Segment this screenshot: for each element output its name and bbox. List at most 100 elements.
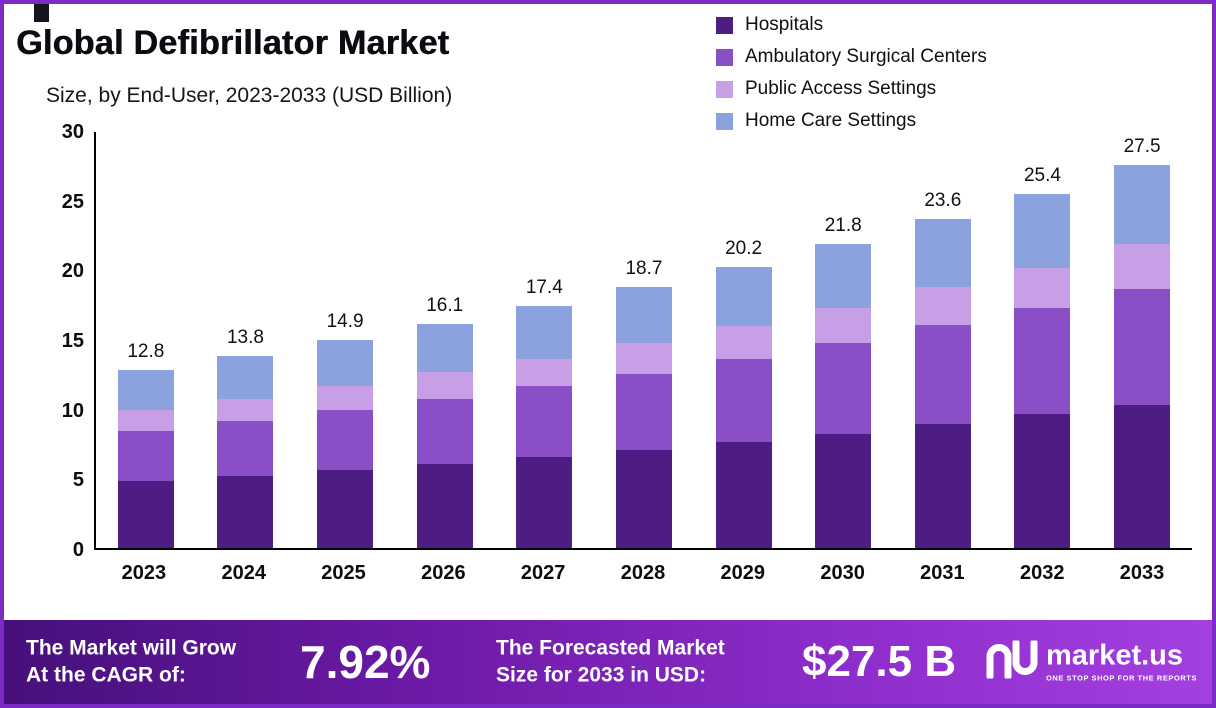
bar-segment-ambulatory-surgical-centers (815, 343, 872, 434)
x-axis-label: 2028 (620, 562, 666, 584)
bar-segment-public-access-settings (217, 398, 274, 422)
legend-item: Public Access Settings (716, 78, 987, 100)
bar-segment-home-care-settings (615, 287, 672, 344)
footer-banner: The Market will Grow At the CAGR of: 7.9… (4, 620, 1212, 704)
page-title: Global Defibrillator Market (16, 24, 450, 62)
bar-segment-ambulatory-surgical-centers (1114, 288, 1171, 405)
legend-swatch-icon (716, 16, 733, 34)
legend-item: Ambulatory Surgical Centers (716, 46, 987, 68)
legend-item: Hospitals (716, 14, 987, 36)
legend-label: Ambulatory Surgical Centers (745, 46, 987, 67)
bar-2027: 17.4 (516, 277, 573, 548)
bar-2028: 18.7 (615, 258, 672, 548)
x-axis-label: 2032 (1019, 562, 1065, 584)
x-axis-label: 2025 (321, 562, 366, 584)
bar-segment-ambulatory-surgical-centers (914, 325, 971, 424)
x-axis-label: 2033 (1119, 562, 1165, 584)
legend-swatch-icon (716, 80, 733, 98)
plot-area: 12.8 13.8 14.9 16.1 17.4 18.7 20.2 21.8 23.6 25.4… (94, 132, 1192, 550)
chart-legend: Hospitals Ambulatory Surgical Centers Publ… (716, 14, 987, 142)
bar-segment-public-access-settings (1014, 267, 1071, 309)
legend-label: Home Care Settings (745, 110, 917, 131)
brand-tagline: ONE STOP SHOP FOR THE REPORTS (1046, 673, 1197, 683)
cagr-value: 7.92% (300, 636, 431, 688)
bar-total-label: 20.2 (725, 237, 763, 259)
legend-swatch-icon (716, 48, 733, 66)
bar-segment-hospitals (117, 481, 174, 548)
bar-segment-ambulatory-surgical-centers (615, 373, 672, 451)
bar-2033: 27.5 (1114, 136, 1171, 548)
brand-logo: market.us ONE STOP SHOP FOR THE REPORTS (986, 639, 1197, 684)
y-axis-tick: 30 (61, 121, 84, 143)
bar-2026: 16.1 (416, 295, 473, 548)
legend-item: Home Care Settings (716, 110, 987, 132)
bar-segment-ambulatory-surgical-centers (1014, 308, 1071, 415)
bars-container: 12.8 13.8 14.9 16.1 17.4 18.7 20.2 21.8 23.6 25.4… (96, 132, 1192, 548)
y-axis-tick: 0 (72, 539, 84, 561)
x-axis-label: 2023 (121, 562, 167, 584)
bar-segment-public-access-settings (1114, 244, 1171, 289)
bar-segment-hospitals (416, 464, 473, 548)
bar-total-label: 17.4 (525, 276, 563, 298)
bar-total-label: 27.5 (1123, 135, 1161, 157)
bar-segment-public-access-settings (715, 326, 772, 359)
bar-segment-hospitals (516, 457, 573, 548)
bar-segment-ambulatory-surgical-centers (715, 358, 772, 443)
bar-2031: 23.6 (914, 190, 971, 548)
bar-total-label: 25.4 (1023, 165, 1061, 187)
y-axis-tick: 5 (72, 469, 84, 492)
forecast-value: $27.5 B (802, 637, 957, 686)
bar-total-label: 18.7 (625, 258, 663, 280)
x-axis: 2023 2024 2025 2026 2027 2028 2029 2030 2031 2032… (94, 562, 1192, 585)
bar-segment-home-care-settings (1114, 164, 1171, 245)
bar-2023: 12.8 (117, 341, 174, 548)
bar-segment-home-care-settings (715, 266, 772, 327)
bar-segment-home-care-settings (914, 219, 971, 288)
bar-total-label: 12.8 (127, 340, 165, 362)
x-axis-label: 2027 (520, 562, 566, 584)
bar-segment-public-access-settings (317, 386, 374, 411)
x-axis-label: 2031 (920, 562, 965, 584)
bar-segment-home-care-settings (1014, 194, 1071, 268)
bar-segment-public-access-settings (914, 287, 971, 326)
page-subtitle: Size, by End-User, 2023-2033 (USD Billio… (46, 84, 453, 107)
y-axis-tick: 10 (61, 399, 84, 422)
bar-segment-public-access-settings (815, 308, 872, 344)
x-axis-label: 2030 (820, 562, 865, 584)
bar-2032: 25.4 (1014, 165, 1071, 548)
bar-segment-home-care-settings (516, 305, 573, 359)
bar-segment-public-access-settings (615, 343, 672, 374)
bar-segment-public-access-settings (516, 358, 573, 387)
cagr-label: The Market will Grow At the CAGR of: (26, 636, 237, 687)
bar-2029: 20.2 (715, 238, 772, 548)
marketus-logo-icon (986, 639, 1038, 684)
bar-segment-hospitals (1014, 414, 1071, 548)
y-axis: 0 5 10 15 20 25 30 (32, 121, 84, 561)
bar-segment-ambulatory-surgical-centers (516, 386, 573, 458)
bar-segment-hospitals (715, 442, 772, 548)
bar-segment-ambulatory-surgical-centers (117, 430, 174, 482)
legend-swatch-icon (716, 112, 733, 130)
bar-segment-home-care-settings (416, 323, 473, 373)
bar-2030: 21.8 (815, 215, 872, 548)
bar-segment-public-access-settings (416, 372, 473, 399)
bar-total-label: 14.9 (326, 311, 364, 333)
forecast-label: The Forecasted Market Size for 2033 in U… (496, 636, 725, 687)
bar-segment-hospitals (217, 475, 274, 548)
bar-total-label: 16.1 (426, 294, 464, 316)
bar-total-label: 23.6 (924, 190, 962, 212)
bar-segment-home-care-settings (815, 244, 872, 309)
legend-label: Hospitals (745, 14, 824, 35)
bar-segment-public-access-settings (117, 410, 174, 431)
bar-segment-ambulatory-surgical-centers (217, 421, 274, 476)
y-axis-tick: 25 (61, 190, 84, 213)
bar-segment-home-care-settings (317, 340, 374, 387)
y-axis-tick: 20 (61, 260, 84, 283)
title-decoration-square (34, 4, 49, 22)
bar-2024: 13.8 (217, 327, 274, 548)
bar-segment-home-care-settings (217, 355, 274, 399)
legend-label: Public Access Settings (745, 78, 937, 99)
bar-segment-ambulatory-surgical-centers (317, 410, 374, 470)
bar-segment-hospitals (914, 424, 971, 548)
x-axis-label: 2024 (221, 562, 266, 584)
